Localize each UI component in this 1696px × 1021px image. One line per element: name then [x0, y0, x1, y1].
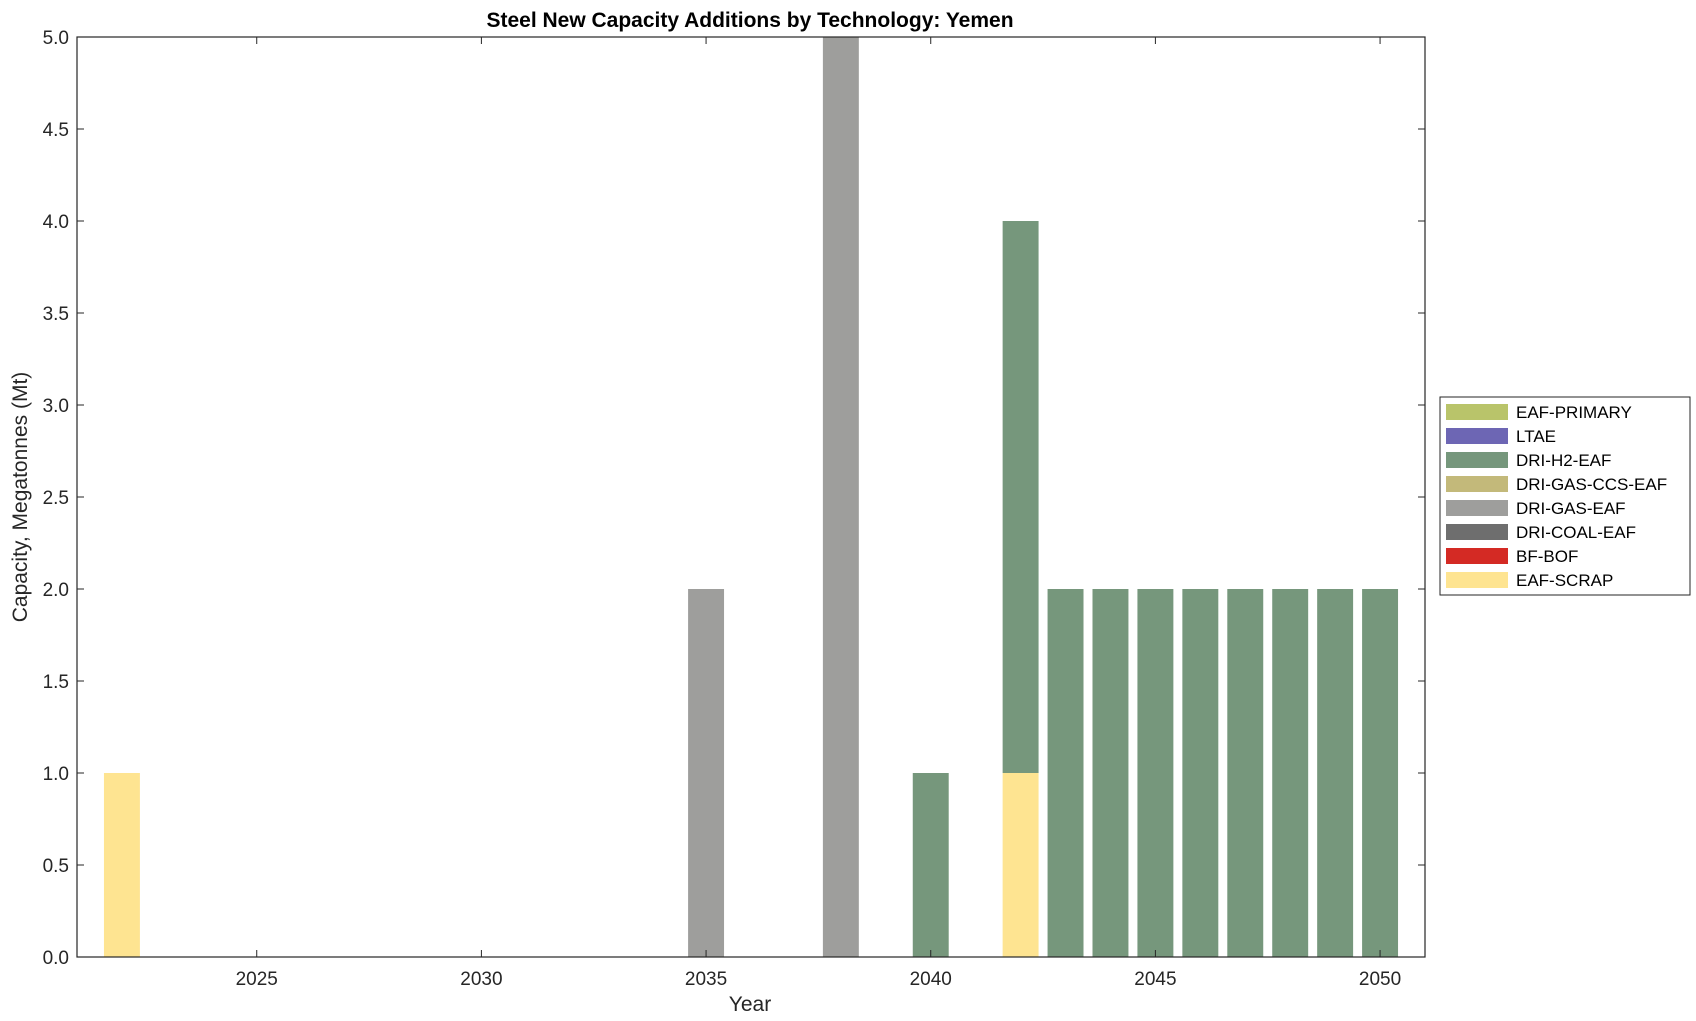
bar-dri-h2-eaf-2043 — [1047, 589, 1084, 957]
y-tick-label: 2.0 — [43, 580, 69, 601]
legend-label-dri-gas-eaf: DRI-GAS-EAF — [1516, 499, 1626, 518]
bar-eaf-scrap-2042 — [1002, 773, 1039, 957]
x-tick-label: 2045 — [1134, 969, 1176, 990]
x-tick-label: 2030 — [460, 969, 502, 990]
legend-swatch-dri-gas-ccs-eaf — [1446, 476, 1508, 492]
bar-dri-gas-eaf-2038 — [822, 37, 859, 957]
y-tick-label: 1.0 — [43, 764, 69, 785]
legend-swatch-dri-coal-eaf — [1446, 524, 1508, 540]
legend-swatch-eaf-scrap — [1446, 572, 1508, 588]
legend-swatch-eaf-primary — [1446, 404, 1508, 420]
ticks-layer: 2025 2030 2035 2040 2045 2050 0.0 0.5 1.0 1.5 2.0 2… — [43, 28, 1425, 990]
legend-label-eaf-scrap: EAF-SCRAP — [1516, 571, 1613, 590]
y-tick-label: 4.0 — [43, 212, 69, 233]
legend-swatch-bf-bof — [1446, 548, 1508, 564]
bar-dri-h2-eaf-2040 — [912, 773, 949, 957]
y-tick-label: 0.5 — [43, 856, 69, 877]
bar-dri-h2-eaf-2050 — [1362, 589, 1399, 957]
bar-dri-h2-eaf-2044 — [1092, 589, 1129, 957]
y-tick-label: 4.5 — [43, 120, 69, 141]
legend-swatch-ltae — [1446, 428, 1508, 444]
legend-swatch-dri-gas-eaf — [1446, 500, 1508, 516]
legend-label-dri-gas-ccs-eaf: DRI-GAS-CCS-EAF — [1516, 475, 1667, 494]
bar-dri-h2-eaf-2048 — [1272, 589, 1309, 957]
bar-dri-h2-eaf-2049 — [1317, 589, 1354, 957]
chart-title: Steel New Capacity Additions by Technolo… — [486, 9, 1013, 32]
plot-area-frame — [76, 36, 1426, 958]
legend-label-bf-bof: BF-BOF — [1516, 547, 1578, 566]
x-tick-label: 2040 — [910, 969, 952, 990]
legend-label-dri-h2-eaf: DRI-H2-EAF — [1516, 451, 1611, 470]
y-tick-label: 2.5 — [43, 488, 69, 509]
legend-swatch-dri-h2-eaf — [1446, 452, 1508, 468]
bar-dri-h2-eaf-2045 — [1137, 589, 1174, 957]
y-axis-title: Capacity, Megatonnes (Mt) — [9, 372, 32, 623]
bar-dri-h2-eaf-2042 — [1002, 221, 1039, 773]
legend-label-eaf-primary: EAF-PRIMARY — [1516, 403, 1632, 422]
x-tick-label: 2050 — [1359, 969, 1401, 990]
bar-dri-h2-eaf-2046 — [1182, 589, 1219, 957]
bar-dri-gas-eaf-2035 — [688, 589, 725, 957]
y-tick-label: 3.0 — [43, 396, 69, 417]
x-tick-label: 2035 — [685, 969, 727, 990]
bar-eaf-scrap-2022 — [103, 773, 140, 957]
legend: EAF-PRIMARY LTAE DRI-H2-EAF DRI-GAS-CCS-EAF… — [1439, 396, 1691, 596]
x-axis-title: Year — [729, 993, 771, 1016]
y-tick-label: 5.0 — [43, 28, 69, 49]
y-tick-label: 3.5 — [43, 304, 69, 325]
legend-label-dri-coal-eaf: DRI-COAL-EAF — [1516, 523, 1636, 542]
x-tick-label: 2025 — [236, 969, 278, 990]
bars-layer — [103, 37, 1399, 957]
y-tick-label: 1.5 — [43, 672, 69, 693]
bar-dri-h2-eaf-2047 — [1227, 589, 1264, 957]
legend-label-ltae: LTAE — [1516, 427, 1556, 446]
y-tick-label: 0.0 — [43, 948, 69, 969]
